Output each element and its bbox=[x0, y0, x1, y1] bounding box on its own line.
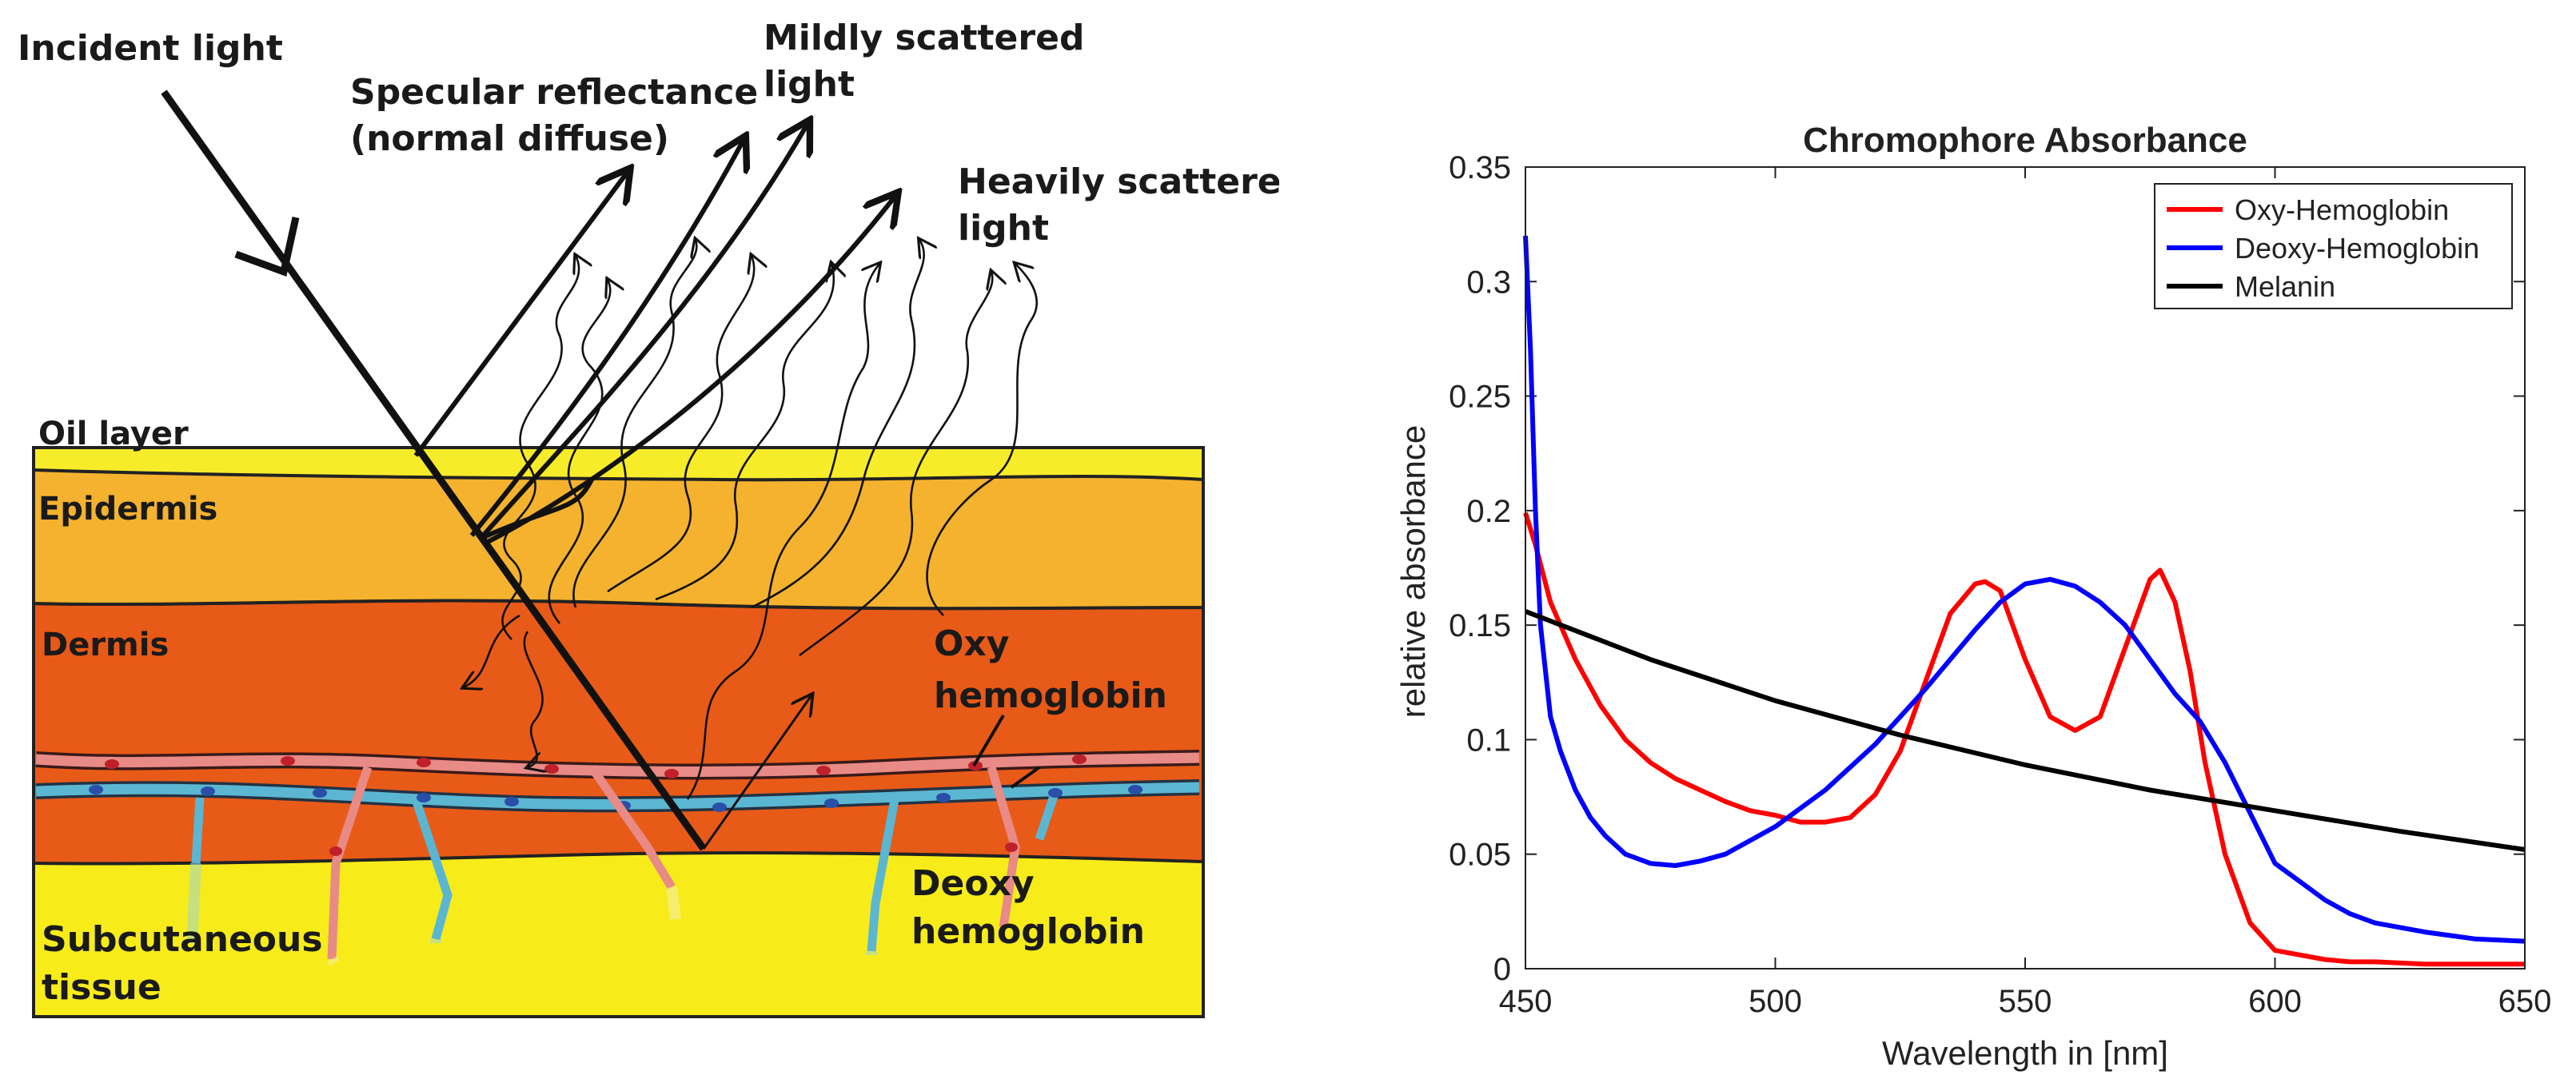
skin-diagram: Incident light Specular reflectance (nor… bbox=[18, 18, 1279, 1018]
label-heavy-2: light bbox=[958, 208, 1049, 249]
label-subq-2: tissue bbox=[42, 967, 161, 1008]
y-tick-label: 0.35 bbox=[1449, 150, 1511, 185]
x-tick-label: 550 bbox=[1999, 984, 2052, 1019]
label-epidermis: Epidermis bbox=[38, 491, 217, 528]
label-deoxy-2: hemoglobin bbox=[911, 911, 1145, 952]
label-mild-2: light bbox=[764, 64, 855, 105]
scattered-light-squiggles bbox=[464, 240, 1038, 800]
label-mild-1: Mildly scattered bbox=[764, 18, 1084, 58]
epidermis-layer bbox=[32, 459, 1205, 611]
series-lines bbox=[1523, 235, 2526, 967]
oxy-vessel-network bbox=[35, 750, 1200, 960]
chart-title: Chromophore Absorbance bbox=[1803, 121, 2247, 160]
axis-ticks: 450 500 550 600 650 0 0.05 0.1 0.15 0.2 0.25 0.3 0.3… bbox=[1449, 150, 2551, 1019]
legend: Oxy-Hemoglobin Deoxy-Hemoglobin Melanin bbox=[2154, 183, 2513, 309]
y-axis-label: relative absorbance bbox=[1394, 425, 1432, 719]
vessel-tails bbox=[186, 862, 877, 966]
y-tick-label: 0.3 bbox=[1466, 265, 1511, 300]
legend-label-melanin: Melanin bbox=[2235, 270, 2335, 303]
x-axis-label: Wavelength in [nm] bbox=[1882, 1034, 2168, 1072]
y-tick-label: 0.15 bbox=[1449, 608, 1511, 643]
incident-light-ray bbox=[161, 90, 707, 851]
absorbance-chart: Chromophore Absorbance Wavelength in [nm… bbox=[1394, 121, 2551, 1072]
diagram-labels: Incident light Specular reflectance (nor… bbox=[18, 18, 1279, 1008]
label-subq-1: Subcutaneous bbox=[42, 919, 323, 960]
label-dermis: Dermis bbox=[42, 627, 169, 663]
label-pointers bbox=[972, 714, 1041, 789]
series-line-oxy-hemoglobin bbox=[1523, 512, 2525, 967]
series-line-melanin bbox=[1524, 609, 2526, 852]
x-tick-label: 450 bbox=[1499, 984, 1553, 1019]
label-deoxy-1: Deoxy bbox=[911, 863, 1035, 904]
label-specular-2: (normal diffuse) bbox=[350, 118, 669, 159]
legend-label-oxy-hemoglobin: Oxy-Hemoglobin bbox=[2235, 193, 2449, 226]
y-tick-label: 0.1 bbox=[1466, 723, 1511, 758]
y-tick-label: 0.2 bbox=[1466, 494, 1511, 529]
plot-frame bbox=[1525, 166, 2526, 970]
x-tick-label: 600 bbox=[2248, 984, 2302, 1019]
label-specular-1: Specular reflectance bbox=[350, 72, 758, 113]
label-oxy-1: Oxy bbox=[934, 623, 1009, 664]
y-tick-label: 0.25 bbox=[1449, 380, 1511, 415]
x-tick-label: 500 bbox=[1749, 984, 1802, 1019]
label-heavy-1: Heavily scattered bbox=[958, 161, 1279, 202]
legend-label-deoxy-hemoglobin: Deoxy-Hemoglobin bbox=[2235, 232, 2479, 265]
label-oil-layer: Oil layer bbox=[38, 416, 189, 452]
label-incident-light: Incident light bbox=[18, 28, 283, 69]
series-line-deoxy-hemoglobin bbox=[1523, 235, 2526, 944]
x-tick-label: 650 bbox=[2498, 984, 2552, 1019]
label-oxy-2: hemoglobin bbox=[934, 675, 1167, 716]
y-tick-label: 0.05 bbox=[1449, 838, 1511, 873]
y-tick-label: 0 bbox=[1493, 952, 1511, 987]
